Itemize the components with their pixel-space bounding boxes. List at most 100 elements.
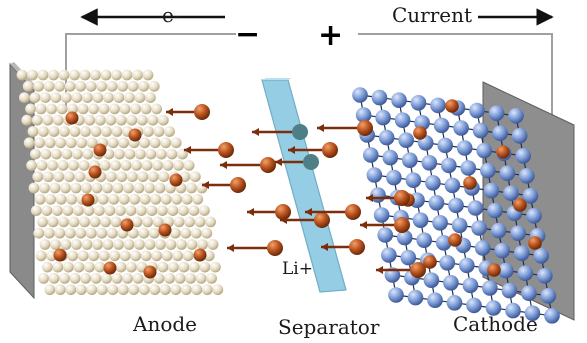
- anode-particle: [145, 92, 156, 103]
- anode-particle: [109, 103, 120, 115]
- anode-particle: [131, 216, 143, 228]
- anode-particle: [92, 239, 103, 250]
- anode-particle: [131, 160, 143, 171]
- anode-particle: [124, 148, 136, 160]
- ion-arrowhead: [220, 161, 227, 169]
- anode-particle: [103, 92, 114, 103]
- anode-particle: [85, 80, 97, 92]
- anode-particle: [154, 182, 166, 194]
- cathode-particle: [537, 268, 553, 284]
- anode-particle: [16, 69, 28, 81]
- anode-particle: [173, 216, 185, 228]
- anode-particle: [125, 261, 137, 273]
- anode-particle: [77, 250, 89, 262]
- anode-particle: [64, 80, 76, 92]
- anode-particle: [58, 69, 70, 81]
- lithium-ion: [394, 190, 410, 206]
- anode-particle: [147, 114, 159, 126]
- cathode-particle: [488, 105, 505, 121]
- cathode-particle: [394, 112, 411, 128]
- cathode-particle: [421, 155, 438, 171]
- cathode-particle: [366, 167, 383, 183]
- anode-particle: [174, 273, 186, 284]
- cathode-particle: [375, 109, 391, 126]
- anode-particle: [68, 216, 80, 228]
- anode-particle: [141, 160, 153, 171]
- cathode-particle: [412, 212, 429, 228]
- anode-lithium-particle: [143, 265, 157, 279]
- anode-particle: [96, 80, 108, 92]
- anode-particle: [157, 205, 168, 217]
- anode-particle: [52, 261, 64, 273]
- cathode-lithium-particle: [463, 176, 477, 190]
- anode-particle: [106, 227, 118, 239]
- anode-particle: [117, 284, 129, 296]
- lithium-ion: [314, 212, 330, 228]
- anode-particle: [71, 239, 82, 250]
- anode-particle: [110, 216, 122, 228]
- anode-particle: [118, 137, 130, 149]
- lithium-ion: [260, 157, 276, 173]
- anode-particle: [139, 137, 151, 149]
- cathode-particle: [508, 108, 524, 124]
- cathode-particle: [459, 257, 475, 274]
- anode-particle: [125, 205, 137, 217]
- ion-arrowhead: [360, 221, 367, 229]
- anode-particle: [51, 148, 62, 160]
- ion-arrowhead: [280, 216, 287, 224]
- anode-particle: [188, 205, 200, 217]
- anode-particle: [99, 160, 111, 171]
- cathode-particle: [487, 202, 503, 219]
- anode-particle: [130, 103, 142, 115]
- anode-particle: [40, 92, 51, 103]
- cathode-particle: [448, 197, 464, 214]
- anode-particle: [53, 171, 65, 183]
- anode-particle: [137, 171, 149, 183]
- cathode-lithium-particle: [513, 198, 527, 212]
- cathode-particle: [501, 282, 518, 299]
- anode-particle: [115, 205, 126, 217]
- anode-particle: [41, 205, 53, 217]
- anode-particle: [168, 261, 179, 273]
- ion-arrowhead: [202, 181, 209, 189]
- anode-lithium-particle: [103, 261, 117, 275]
- anode-particle: [162, 160, 174, 171]
- anode-particle: [190, 227, 202, 239]
- anode-particle: [176, 239, 187, 250]
- anode-particle: [112, 182, 124, 194]
- anode-particle: [88, 103, 99, 115]
- anode-particle: [35, 103, 47, 115]
- anode-particle: [98, 250, 110, 262]
- cathode-particle: [540, 288, 557, 304]
- anode-particle: [195, 273, 207, 284]
- anode-particle: [189, 261, 200, 273]
- anode-particle: [101, 273, 112, 284]
- anode-particle: [47, 216, 59, 228]
- cathode-particle: [433, 117, 450, 134]
- cathode-particles: [352, 87, 560, 324]
- anode-particle: [133, 182, 145, 194]
- anode-particle: [42, 261, 53, 273]
- anode-particle: [79, 69, 91, 81]
- anode-particle: [201, 227, 213, 239]
- anode-particle: [27, 69, 38, 81]
- cathode-particle: [391, 92, 407, 108]
- cathode-particle: [377, 227, 394, 243]
- anode-particle: [146, 205, 158, 217]
- anode-particle: [54, 227, 66, 239]
- anode-particle: [96, 284, 108, 296]
- anode-particle: [82, 92, 93, 103]
- anode-particle: [194, 216, 206, 228]
- anode-particle: [69, 69, 80, 81]
- anode-particle: [19, 92, 30, 103]
- anode-particle: [177, 148, 188, 160]
- cathode-particle: [469, 102, 485, 119]
- anode-particle: [144, 182, 155, 194]
- anode-particle: [116, 171, 128, 183]
- lithium-ion: [275, 204, 291, 220]
- anode-particle: [140, 103, 152, 115]
- anode-particle: [212, 284, 224, 296]
- anode-particle: [104, 205, 116, 217]
- anode-particle: [172, 250, 184, 262]
- anode-particle: [63, 261, 74, 273]
